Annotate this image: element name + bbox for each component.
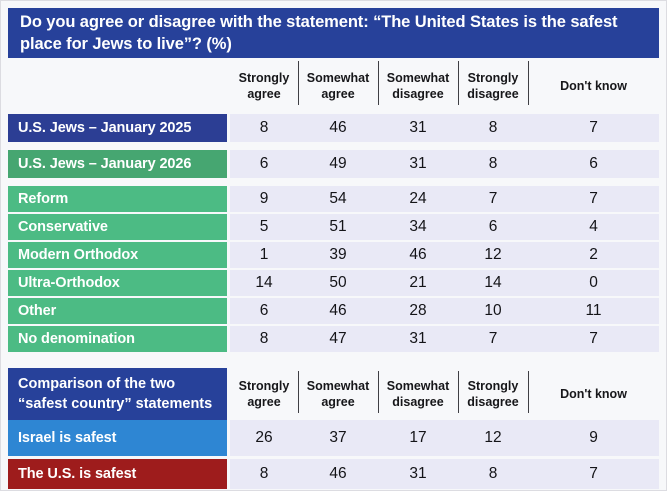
column-header-somewhat-agree: Somewhat agree: [297, 58, 378, 114]
table-row-us-jews-2025: U.S. Jews – January 2025 8 46 31 8 7: [8, 114, 659, 142]
value-cell: 17: [378, 420, 458, 456]
column-header-dont-know: Don't know: [527, 58, 659, 114]
value-cell: 8: [458, 114, 528, 142]
value-cell: 21: [378, 270, 458, 296]
table2-header-label: Comparison of the two “safest country” s…: [8, 368, 230, 420]
value-cell: 31: [378, 326, 458, 352]
value-cell: 8: [230, 326, 298, 352]
column-header-strongly-agree: Strongly agree: [238, 378, 290, 409]
value-cell: 46: [298, 298, 378, 324]
value-cell: 7: [528, 114, 659, 142]
value-cell: 9: [528, 420, 659, 456]
column-header-strongly-disagree: Strongly disagree: [457, 368, 528, 420]
column-header-somewhat-disagree: Somewhat disagree: [377, 368, 458, 420]
table-row-no-denomination: No denomination 8 47 31 7 7: [8, 326, 659, 352]
value-cell: 8: [458, 459, 528, 489]
table1-corner-cell: [8, 58, 230, 114]
table-row-us-is-safest: The U.S. is safest 8 46 31 8 7: [8, 459, 659, 489]
row-label: Conservative: [8, 214, 230, 240]
value-cell: 10: [458, 298, 528, 324]
value-cell: 7: [528, 326, 659, 352]
value-cell: 31: [378, 150, 458, 178]
row-label: The U.S. is safest: [8, 459, 230, 489]
value-cell: 1: [230, 242, 298, 268]
value-cell: 14: [458, 270, 528, 296]
value-cell: 11: [528, 298, 659, 324]
column-header-somewhat-agree: Somewhat agree: [297, 368, 378, 420]
table-row-israel-is-safest: Israel is safest 26 37 17 12 9: [8, 420, 659, 456]
column-header-strongly-disagree: Strongly disagree: [457, 58, 528, 114]
value-cell: 24: [378, 186, 458, 212]
table-row-us-jews-2026: U.S. Jews – January 2026 6 49 31 8 6: [8, 150, 659, 178]
value-cell: 47: [298, 326, 378, 352]
table-row-modern-orthodox: Modern Orthodox 1 39 46 12 2: [8, 242, 659, 268]
row-label: No denomination: [8, 326, 230, 352]
value-cell: 54: [298, 186, 378, 212]
column-header-somewhat-disagree: Somewhat disagree: [377, 58, 458, 114]
column-header-dont-know: Don't know: [527, 368, 659, 420]
row-label: Reform: [8, 186, 230, 212]
table1-header-row: Strongly agree Somewhat agree Somewhat d…: [8, 58, 659, 114]
value-cell: 51: [298, 214, 378, 240]
value-cell: 46: [298, 459, 378, 489]
value-cell: 28: [378, 298, 458, 324]
value-cell: 14: [230, 270, 298, 296]
row-label: U.S. Jews – January 2026: [8, 150, 230, 178]
table-row-reform: Reform 9 54 24 7 7: [8, 186, 659, 212]
value-cell: 6: [230, 298, 298, 324]
value-cell: 5: [230, 214, 298, 240]
column-header-strongly-agree: Strongly agree: [238, 70, 290, 101]
table-row-other: Other 6 46 28 10 11: [8, 298, 659, 324]
value-cell: 0: [528, 270, 659, 296]
table-row-ultra-orthodox: Ultra-Orthodox 14 50 21 14 0: [8, 270, 659, 296]
value-cell: 9: [230, 186, 298, 212]
value-cell: 46: [378, 242, 458, 268]
value-cell: 7: [528, 459, 659, 489]
value-cell: 37: [298, 420, 378, 456]
value-cell: 6: [528, 150, 659, 178]
survey-question-title: Do you agree or disagree with the statem…: [20, 13, 618, 53]
value-cell: 31: [378, 459, 458, 489]
value-cell: 39: [298, 242, 378, 268]
value-cell: 12: [458, 242, 528, 268]
value-cell: 7: [458, 326, 528, 352]
row-label: Other: [8, 298, 230, 324]
value-cell: 49: [298, 150, 378, 178]
value-cell: 50: [298, 270, 378, 296]
value-cell: 8: [230, 114, 298, 142]
row-label: Modern Orthodox: [8, 242, 230, 268]
value-cell: 7: [458, 186, 528, 212]
value-cell: 2: [528, 242, 659, 268]
value-cell: 4: [528, 214, 659, 240]
table-row-conservative: Conservative 5 51 34 6 4: [8, 214, 659, 240]
table2-header-row: Comparison of the two “safest country” s…: [8, 368, 659, 420]
value-cell: 8: [458, 150, 528, 178]
value-cell: 6: [458, 214, 528, 240]
value-cell: 7: [528, 186, 659, 212]
value-cell: 8: [230, 459, 298, 489]
value-cell: 34: [378, 214, 458, 240]
title-banner: Do you agree or disagree with the statem…: [8, 8, 659, 58]
value-cell: 26: [230, 420, 298, 456]
row-label: Ultra-Orthodox: [8, 270, 230, 296]
row-label: Israel is safest: [8, 420, 230, 456]
value-cell: 46: [298, 114, 378, 142]
value-cell: 6: [230, 150, 298, 178]
value-cell: 12: [458, 420, 528, 456]
value-cell: 31: [378, 114, 458, 142]
row-label: U.S. Jews – January 2025: [8, 114, 230, 142]
